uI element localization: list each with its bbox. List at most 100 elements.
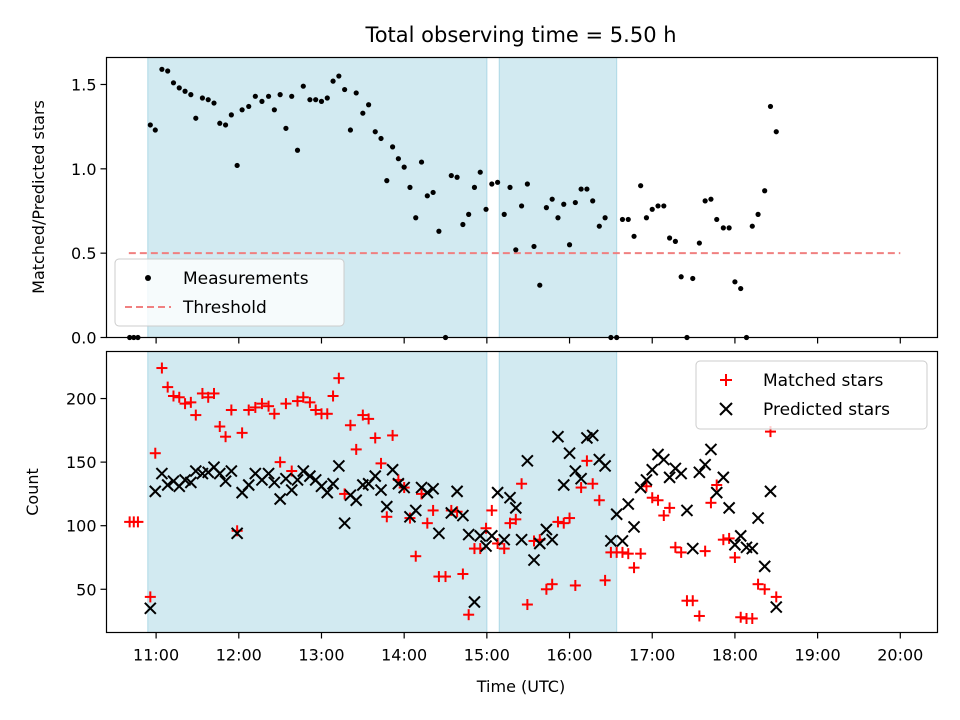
measurement-point [649, 206, 655, 212]
predicted-star-point [213, 467, 226, 480]
measurement-point [384, 178, 390, 184]
top-y-axis-label: Matched/Predicted stars [29, 100, 48, 294]
measurement-point [234, 162, 240, 169]
matched-star-point [410, 550, 422, 562]
matched-star-point [711, 479, 723, 491]
measurement-point [193, 115, 199, 121]
bottom-legend-box [695, 360, 928, 430]
matched-star-point [297, 391, 309, 403]
predicted-star-point [734, 529, 747, 543]
measurement-point [418, 159, 425, 165]
matched-star-point [552, 516, 564, 528]
y-tick-label: 100 [66, 517, 97, 536]
matched-stars-series [124, 362, 782, 625]
predicted-star-point [456, 509, 470, 522]
predicted-star-point [770, 600, 783, 614]
top-plot-frame [105, 56, 939, 339]
predicted-star-point [527, 553, 541, 567]
matched-star-point [196, 387, 208, 399]
x-tick-label: 16:00 [546, 646, 592, 665]
measurement-point [555, 215, 561, 221]
measurement-point [678, 274, 684, 280]
measurement-point [360, 110, 366, 116]
predicted-star-point [680, 504, 694, 517]
predicted-star-point [722, 501, 736, 515]
y-tick-label: 1.5 [71, 75, 96, 94]
predicted-star-point [184, 476, 198, 489]
matched-star-point [190, 409, 202, 421]
predicted-star-point [586, 429, 599, 442]
measurement-point [483, 206, 489, 212]
matched-star-point [480, 522, 492, 534]
predicted-star-point [268, 476, 281, 489]
measurement-point [222, 122, 229, 128]
predicted-star-point [634, 481, 647, 494]
matched-star-point [587, 478, 599, 490]
predicted-star-point [380, 500, 394, 513]
measurement-point [277, 92, 283, 98]
predicted-star-point [479, 539, 493, 553]
predicted-star-point [297, 464, 310, 478]
predicted-star-point [338, 516, 351, 530]
measurement-point [578, 186, 584, 192]
measurement-point [690, 275, 696, 282]
matched-star-point [759, 583, 771, 595]
predicted-star-point [622, 497, 635, 511]
matched-star-point [202, 391, 214, 403]
matched-star-point [185, 396, 197, 408]
legend-matched-label: Matched stars [763, 371, 883, 391]
measurement-point [259, 98, 265, 104]
measurement-point [205, 97, 211, 103]
matched-star-point [179, 398, 191, 410]
measurement-point [732, 279, 738, 285]
x-tick-label: 15:00 [464, 646, 510, 665]
measurement-point [159, 66, 165, 72]
matched-star-point [746, 613, 758, 625]
matched-star-point [510, 513, 522, 525]
matched-star-point [635, 548, 647, 560]
predicted-star-point [563, 447, 576, 460]
matched-star-point [723, 532, 735, 544]
measurement-point [170, 80, 177, 86]
measurement-point [531, 243, 537, 250]
measurement-point [318, 98, 325, 104]
predicted-star-point [509, 501, 523, 515]
predicted-star-point [569, 464, 582, 478]
measurement-point [696, 240, 702, 246]
measurement-point [584, 186, 590, 192]
measurement-point [672, 238, 678, 244]
predicted-star-point [262, 467, 275, 480]
x-tick-label: 14:00 [381, 646, 427, 665]
predicted-star-point [704, 443, 718, 456]
predicted-star-point [515, 533, 528, 546]
measurement-point [666, 235, 673, 241]
measurement-point [395, 156, 401, 162]
matched-star-point [581, 455, 593, 467]
predicted-star-point [392, 477, 405, 490]
predicted-star-point [219, 474, 232, 488]
matched-star-point [593, 494, 605, 506]
predicted-star-point [279, 472, 293, 485]
predicted-star-point [369, 469, 382, 483]
measurement-point [655, 203, 661, 209]
matched-star-point [699, 545, 711, 557]
matched-star-point [369, 432, 381, 444]
measurement-point [401, 164, 407, 170]
matched-star-point [616, 546, 628, 558]
predicted-star-point [230, 527, 244, 540]
measurement-point [561, 201, 567, 207]
measurement-point [389, 144, 396, 150]
predicted-star-point [332, 459, 346, 473]
measurement-point [436, 228, 442, 234]
measurement-point [602, 215, 608, 221]
measurement-point [524, 181, 530, 187]
legend-predicted-marker [719, 402, 733, 416]
measurement-point [211, 100, 217, 106]
predicted-star-point [616, 534, 629, 548]
predicted-star-point [397, 481, 411, 494]
matched-star-point [357, 409, 369, 421]
measurement-point [738, 285, 744, 292]
measurement-point [378, 135, 384, 142]
y-tick-label: 1.0 [71, 160, 96, 179]
measurement-point [199, 95, 206, 101]
